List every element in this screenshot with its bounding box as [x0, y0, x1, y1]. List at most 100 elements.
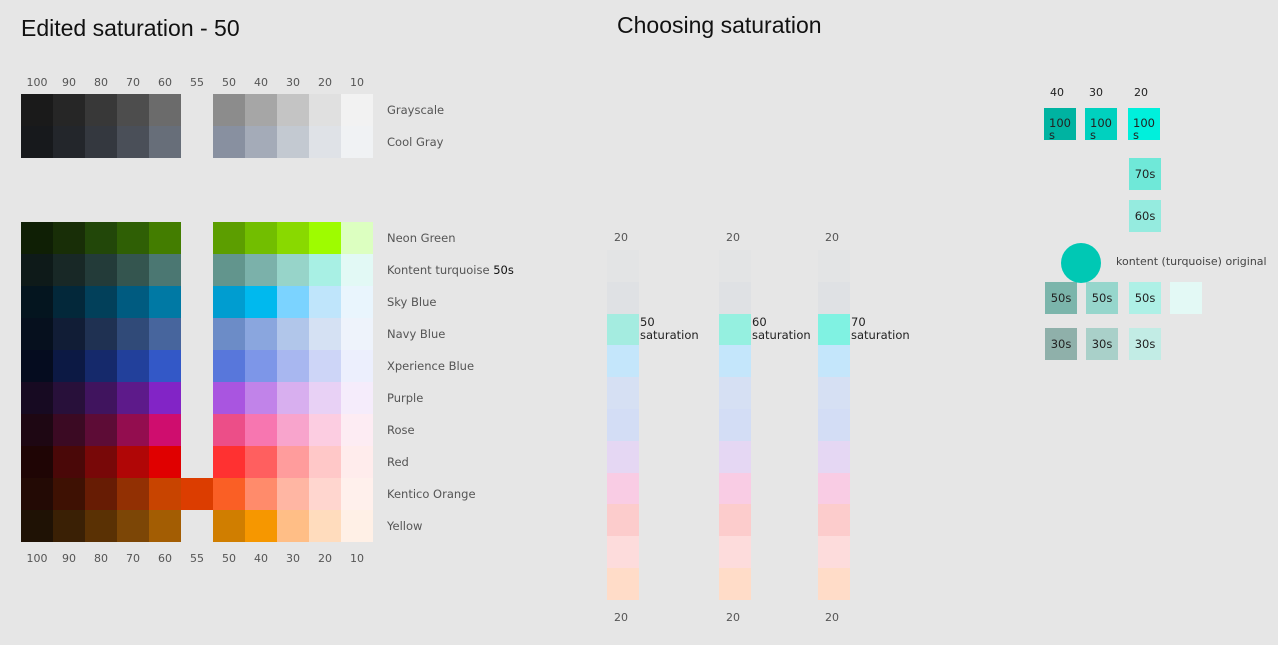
swatch	[85, 478, 117, 510]
swatch	[117, 286, 149, 318]
swatch	[149, 94, 181, 126]
swatch	[213, 510, 245, 542]
swatch	[149, 478, 181, 510]
swatch	[341, 222, 373, 254]
swatch	[818, 281, 850, 314]
swatch	[213, 286, 245, 318]
swatch	[21, 350, 53, 382]
swatch	[85, 222, 117, 254]
scale-label: 70	[126, 552, 140, 565]
swatch	[719, 409, 751, 441]
swatch	[149, 446, 181, 478]
swatch	[719, 440, 751, 473]
swatch	[607, 281, 639, 314]
swatch	[341, 318, 373, 350]
row-name: Neon Green	[387, 231, 456, 245]
row-name: Cool Gray	[387, 135, 444, 149]
scale-label: 10	[350, 76, 364, 89]
swatch	[245, 478, 277, 510]
scale-label: 55	[190, 76, 204, 89]
swatch	[818, 377, 850, 409]
swatch	[85, 286, 117, 318]
swatch	[117, 94, 149, 126]
column-label-text: saturation	[640, 328, 699, 342]
swatch	[607, 536, 639, 568]
swatch	[341, 446, 373, 478]
row-tag: 50s	[493, 263, 514, 277]
swatch	[607, 568, 639, 600]
saturation-box: 50s	[1086, 282, 1118, 314]
scale-label: 70	[126, 76, 140, 89]
swatch	[245, 510, 277, 542]
scale-label: 55	[190, 552, 204, 565]
saturation-box: 50s	[1129, 282, 1161, 314]
column-label: 50 saturation	[640, 316, 699, 342]
swatch	[245, 350, 277, 382]
swatch	[21, 446, 53, 478]
swatch	[117, 254, 149, 286]
column-label-text: saturation	[851, 328, 910, 342]
column-top-label: 20	[825, 231, 839, 244]
swatch	[53, 446, 85, 478]
column-label: 60 saturation	[752, 316, 811, 342]
swatch	[181, 478, 213, 510]
swatch	[719, 504, 751, 537]
saturation-box: 30s	[1129, 328, 1161, 360]
swatch	[21, 94, 53, 126]
swatch	[117, 446, 149, 478]
saturation-box: 30s	[1086, 328, 1118, 360]
row-name: Grayscale	[387, 103, 445, 117]
row-name: Purple	[387, 391, 424, 405]
swatch	[149, 350, 181, 382]
swatch	[53, 126, 85, 158]
swatch	[341, 126, 373, 158]
header-label: 20	[1134, 86, 1148, 99]
row-name: Navy Blue	[387, 327, 446, 341]
swatch	[149, 286, 181, 318]
swatch	[818, 345, 850, 378]
swatch	[341, 350, 373, 382]
swatch	[341, 382, 373, 414]
row-label: Rose	[387, 423, 415, 437]
swatch	[309, 318, 341, 350]
swatch	[309, 94, 341, 126]
swatch	[309, 126, 341, 158]
row-label: Grayscale	[387, 103, 444, 117]
swatch	[719, 313, 751, 346]
column-label-value: 50	[640, 315, 655, 329]
column-top-label: 20	[726, 231, 740, 244]
row-name: Rose	[387, 423, 415, 437]
swatch	[818, 568, 850, 600]
swatch	[818, 440, 850, 473]
swatch	[213, 478, 245, 510]
row-name: Red	[387, 455, 409, 469]
swatch	[309, 382, 341, 414]
swatch	[277, 478, 309, 510]
swatch	[117, 414, 149, 446]
swatch	[607, 472, 639, 505]
row-label: Navy Blue	[387, 327, 445, 341]
swatch	[117, 350, 149, 382]
scale-label: 90	[62, 552, 76, 565]
swatch	[277, 318, 309, 350]
scale-label: 60	[158, 552, 172, 565]
saturation-box: 100s	[1128, 108, 1160, 141]
swatch	[818, 313, 850, 346]
swatch	[149, 254, 181, 286]
scale-label: 80	[94, 76, 108, 89]
swatch	[309, 414, 341, 446]
swatch	[21, 254, 53, 286]
saturation-box: 100s	[1085, 108, 1117, 141]
column-bottom-label: 20	[825, 611, 839, 624]
swatch	[309, 286, 341, 318]
swatch	[341, 94, 373, 126]
swatch	[607, 409, 639, 441]
swatch	[818, 409, 850, 441]
swatch	[213, 350, 245, 382]
swatch	[213, 254, 245, 286]
swatch	[117, 318, 149, 350]
swatch	[245, 382, 277, 414]
swatch	[341, 510, 373, 542]
scale-label: 50	[222, 76, 236, 89]
swatch	[607, 313, 639, 346]
